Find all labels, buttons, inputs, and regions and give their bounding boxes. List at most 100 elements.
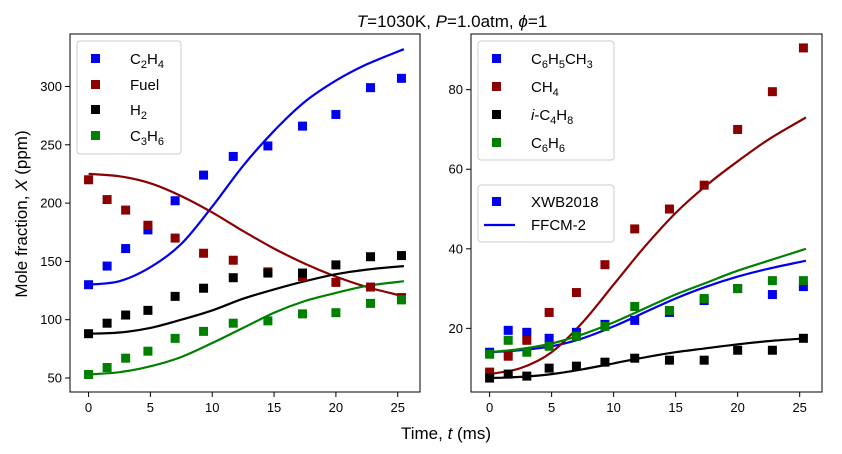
right-exp-point-ch4 — [767, 87, 777, 97]
right-exp-point-ch4 — [485, 367, 495, 377]
right-ytick-label: 60 — [449, 162, 463, 177]
right-exp-point-ch4 — [664, 204, 674, 214]
right-exp-point-ch4 — [630, 224, 640, 234]
right-xtick-label: 15 — [668, 400, 682, 415]
left-exp-point-c2h4 — [170, 196, 180, 206]
left-exp-point-c3h6 — [84, 370, 94, 380]
right-exp-point-c6h5ch3 — [522, 327, 532, 337]
legend-label-c3h6: C3H6 — [130, 128, 164, 148]
legend-label-ch4: CH4 — [531, 79, 559, 99]
left-exp-point-c2h4 — [396, 73, 406, 83]
left-exp-point-h2 — [366, 252, 376, 262]
legend-label-fuel: Fuel — [130, 77, 159, 94]
right-ticks: 0 5 10 15 20 25 20 40 60 80 — [449, 82, 807, 415]
style-legend-marker-exp — [492, 197, 501, 206]
left-exp-point-c3h6 — [298, 309, 308, 319]
left-exp-point-c3h6 — [263, 316, 273, 326]
legend-marker-h2 — [91, 105, 100, 114]
right-exp-point-i-c4h8 — [503, 369, 513, 379]
legend-label-h2: H2 — [130, 102, 147, 122]
left-exp-point-c3h6 — [396, 295, 406, 305]
left-model-line-h2 — [88, 265, 404, 335]
left-exp-point-fuel — [228, 255, 238, 265]
legend-marker-ch4 — [492, 82, 501, 91]
right-exp-point-ch4 — [522, 335, 532, 345]
right-model-line-i-c4h8 — [489, 337, 806, 380]
left-exp-point-h2 — [331, 260, 341, 270]
right-exp-point-ch4 — [544, 307, 554, 317]
left-model-line-c3h6 — [88, 280, 405, 376]
left-exp-point-fuel — [366, 282, 376, 292]
right-xtick-label: 0 — [486, 400, 493, 415]
right-model-line-c6h6 — [489, 247, 807, 354]
left-exp-point-fuel — [170, 233, 180, 243]
left-exp-point-fuel — [143, 220, 153, 230]
left-exp-point-h2 — [298, 268, 308, 278]
right-exp-point-c6h6 — [630, 301, 640, 311]
left-exp-point-c2h4 — [331, 109, 341, 119]
left-exp-point-h2 — [263, 268, 273, 278]
legend-item-c6h6: C6H6 — [492, 135, 565, 155]
right-exp-point-ch4 — [699, 180, 709, 190]
left-exp-point-c2h4 — [102, 261, 112, 271]
legend-marker-c2h4 — [91, 54, 100, 63]
legend-label-c2h4: C2H4 — [130, 51, 164, 71]
legend-marker-toluene — [492, 54, 501, 63]
left-exp-point-c2h4 — [366, 83, 376, 93]
style-legend: XWB2018 FFCM-2 — [477, 184, 615, 243]
right-axes-frame — [470, 33, 823, 393]
left-exp-point-c2h4 — [84, 280, 94, 290]
left-plot-marks — [84, 48, 406, 380]
left-exp-point-c2h4 — [143, 225, 153, 235]
legend-item-ch4: CH4 — [492, 79, 559, 99]
right-exp-point-c6h6 — [522, 347, 532, 357]
right-exp-point-ch4 — [571, 288, 581, 298]
left-exp-point-fuel — [102, 195, 112, 205]
right-exp-point-i-c4h8 — [767, 345, 777, 355]
left-legend-box — [76, 40, 182, 155]
left-model-line-c2h4 — [88, 48, 405, 286]
figure-title: T=1030K, P=1.0atm, ϕ=1 — [357, 12, 547, 31]
left-exp-point-c3h6 — [121, 353, 131, 363]
left-exp-point-c2h4 — [298, 121, 308, 131]
left-exp-point-c3h6 — [143, 346, 153, 356]
right-exp-point-c6h5ch3 — [544, 333, 554, 343]
left-xtick-label: 20 — [329, 400, 343, 415]
left-exp-point-h2 — [121, 310, 131, 320]
left-exp-point-fuel — [199, 248, 209, 258]
right-ytick-label: 40 — [449, 241, 463, 256]
right-exp-point-c6h6 — [733, 284, 743, 294]
left-ytick-label: 100 — [40, 312, 62, 327]
right-exp-point-c6h5ch3 — [503, 325, 513, 335]
left-exp-point-h2 — [84, 329, 94, 339]
left-exp-point-c3h6 — [331, 308, 341, 318]
left-exp-point-c3h6 — [366, 298, 376, 308]
right-xtick-label: 20 — [730, 400, 744, 415]
right-xtick-label: 25 — [792, 400, 806, 415]
left-ytick-label: 200 — [40, 196, 62, 211]
left-exp-point-c2h4 — [263, 141, 273, 151]
right-exp-point-i-c4h8 — [798, 333, 808, 343]
right-exp-point-ch4 — [798, 43, 808, 53]
left-exp-point-c3h6 — [102, 363, 112, 373]
left-xtick-label: 25 — [391, 400, 405, 415]
legend-marker-ic4h8 — [492, 110, 501, 119]
right-exp-point-ch4 — [733, 124, 743, 134]
left-model-line-fuel — [88, 172, 405, 298]
right-exp-point-ch4 — [503, 351, 513, 361]
left-ticks: 0 5 10 15 20 25 50 100 150 200 250 300 — [40, 79, 405, 415]
left-exp-point-fuel — [331, 277, 341, 287]
left-xtick-label: 5 — [147, 400, 154, 415]
style-legend-label-model: FFCM-2 — [531, 217, 586, 234]
left-ytick-label: 300 — [40, 79, 62, 94]
right-exp-point-c6h6 — [571, 331, 581, 341]
left-exp-point-h2 — [102, 318, 112, 328]
x-axis-label: Time, t (ms) — [401, 424, 491, 443]
legend-label-c6h6: C6H6 — [531, 135, 565, 155]
right-exp-point-ch4 — [600, 260, 610, 270]
right-exp-point-i-c4h8 — [600, 357, 610, 367]
right-legend-box — [477, 40, 615, 161]
left-xtick-label: 0 — [85, 400, 92, 415]
left-ytick-label: 250 — [40, 137, 62, 152]
